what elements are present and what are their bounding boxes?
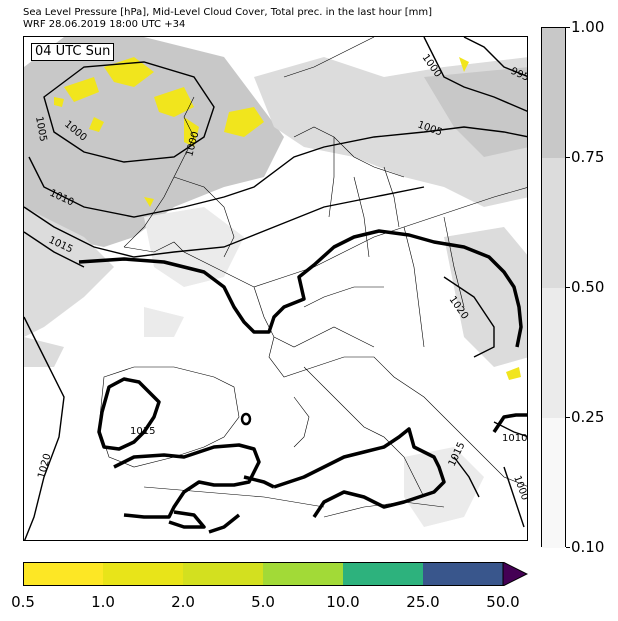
- precip-tick-label: 10.0: [326, 593, 360, 611]
- cloud-cover-band: [542, 158, 565, 288]
- cloud-cover-colorbar: [541, 27, 566, 548]
- map-subtitle: WRF 28.06.2019 18:00 UTC +34: [23, 19, 186, 30]
- precip-tick-label: 0.5: [11, 593, 35, 611]
- map-title: Sea Level Pressure [hPa], Mid-Level Clou…: [23, 7, 433, 18]
- isobar-label: 1015: [130, 426, 155, 437]
- colorbar-tick: [566, 547, 570, 548]
- precip-band: [343, 562, 424, 586]
- colorbar-tick: [566, 157, 570, 158]
- colorbar-tick: [566, 417, 570, 418]
- precip-colorbar-outline: [23, 562, 504, 586]
- precip-tick-label: 50.0: [486, 593, 520, 611]
- isobar-1015-thick: [78, 229, 527, 534]
- cloud-cover-tick-label: 0.75: [571, 148, 605, 166]
- colorbar-tick: [566, 27, 570, 28]
- forecast-time-label: 04 UTC Sun: [31, 43, 115, 61]
- precip-band: [183, 562, 264, 586]
- precip-tick-label: 2.0: [171, 593, 195, 611]
- precip-extend-triangle: [502, 562, 528, 586]
- precip-tick-label: 5.0: [251, 593, 275, 611]
- precip-band: [423, 562, 504, 586]
- precip-tick-label: 25.0: [406, 593, 440, 611]
- isobars-thin: [24, 37, 527, 540]
- precip-band: [23, 562, 104, 586]
- precip-band: [103, 562, 184, 586]
- cloud-cover-band: [542, 418, 565, 548]
- cloud-cover-band: [542, 28, 565, 158]
- precipitation-colorbar: [23, 562, 528, 586]
- cloud-cover-band: [542, 288, 565, 418]
- cloud-cover-tick-label: 0.10: [571, 538, 605, 556]
- isobar-label: 1020: [36, 452, 53, 479]
- precip-band: [263, 562, 344, 586]
- cloud-cover-tick-label: 1.00: [571, 18, 605, 36]
- colorbar-tick: [566, 287, 570, 288]
- cloud-cover-tick-label: 0.50: [571, 278, 605, 296]
- precip-tick-label: 1.0: [91, 593, 115, 611]
- weather-map: 1000 995 1005 1000 1000 1005 1010 1015 1…: [23, 36, 528, 541]
- isobar-label: 1005: [33, 116, 48, 143]
- cloud-cover-tick-label: 0.25: [571, 408, 605, 426]
- isobar-label: 1010: [502, 433, 527, 444]
